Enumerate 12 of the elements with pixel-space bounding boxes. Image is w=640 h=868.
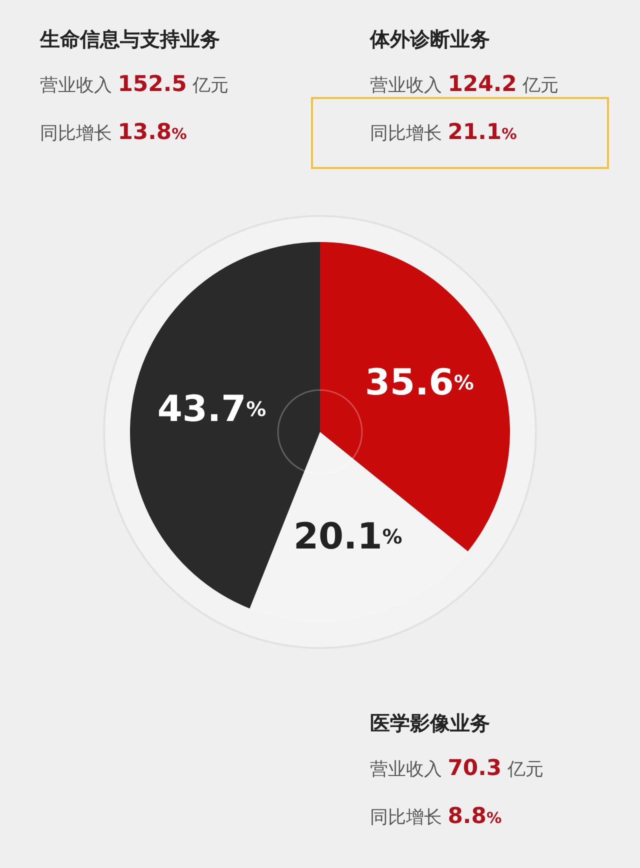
text: 医学影像业务 <box>370 711 490 735</box>
text: 营业收入 152.5 亿元 <box>40 72 229 97</box>
text: 同比增长 8.8% <box>370 804 502 829</box>
text: 同比增长 13.8% <box>40 120 187 145</box>
data-label: 20.1% <box>293 516 402 558</box>
text: 营业收入 124.2 亿元 <box>370 72 559 97</box>
text: 同比增长 21.1% <box>370 120 517 145</box>
data-label: 35.6% <box>365 362 474 404</box>
data-label: 43.7% <box>157 389 266 430</box>
text: 体外诊断业务 <box>369 27 490 51</box>
text: 营业收入 70.3 亿元 <box>370 756 544 781</box>
text: 生命信息与支持业务 <box>39 27 220 51</box>
